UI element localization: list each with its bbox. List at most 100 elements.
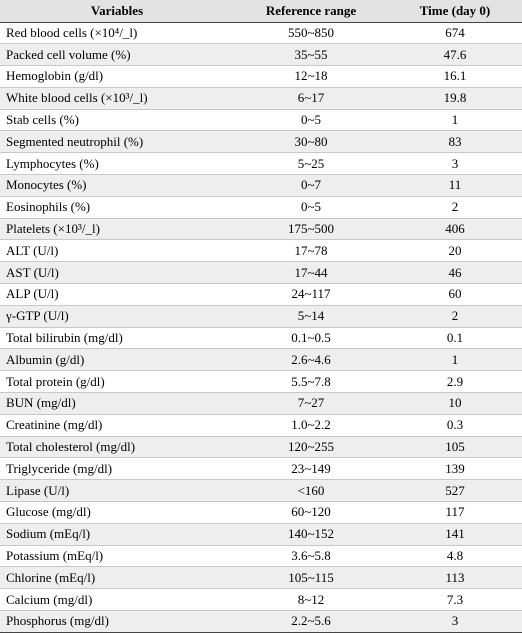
reference-range-cell: 0~7 bbox=[234, 174, 388, 197]
table-row: BUN (mg/dl) 7~27 10 bbox=[0, 392, 522, 415]
table-row: Sodium (mEq/l) 140~152 141 bbox=[0, 523, 522, 546]
day0-value-cell: 0.3 bbox=[388, 414, 522, 437]
variable-cell: Stab cells (%) bbox=[0, 109, 234, 132]
reference-range-cell: 2.6~4.6 bbox=[234, 348, 388, 372]
table-row: Glucose (mg/dl) 60~120 117 bbox=[0, 501, 522, 524]
header-reference-range: Reference range bbox=[234, 0, 388, 23]
day0-value-cell: 141 bbox=[388, 523, 522, 546]
reference-range-cell: 35~55 bbox=[234, 43, 388, 67]
day0-value-cell: 527 bbox=[388, 479, 522, 503]
variable-cell: Sodium (mEq/l) bbox=[0, 523, 234, 546]
day0-value-cell: 0.1 bbox=[388, 327, 522, 350]
table-row: Albumin (g/dl) 2.6~4.6 1 bbox=[0, 348, 522, 372]
table-row: Triglyceride (mg/dl) 23~149 139 bbox=[0, 457, 522, 481]
table-row: Lipase (U/l) <160 527 bbox=[0, 479, 522, 503]
day0-value-cell: 406 bbox=[388, 218, 522, 241]
table-body: Red blood cells (×10⁴/_l) 550~850 674 Packe… bbox=[0, 22, 522, 633]
reference-range-cell: 60~120 bbox=[234, 501, 388, 524]
table-row: Calcium (mg/dl) 8~12 7.3 bbox=[0, 588, 522, 612]
reference-range-cell: 0~5 bbox=[234, 196, 388, 219]
table-row: AST (U/l) 17~44 46 bbox=[0, 261, 522, 285]
day0-value-cell: 11 bbox=[388, 174, 522, 197]
variable-cell: Platelets (×10³/_l) bbox=[0, 218, 234, 241]
reference-range-cell: 550~850 bbox=[234, 22, 388, 45]
variable-cell: Hemoglobin (g/dl) bbox=[0, 65, 234, 88]
variable-cell: Packed cell volume (%) bbox=[0, 43, 234, 67]
day0-value-cell: 3 bbox=[388, 152, 522, 176]
reference-range-cell: 6~17 bbox=[234, 87, 388, 110]
reference-range-cell: 3.6~5.8 bbox=[234, 545, 388, 568]
day0-value-cell: 19.8 bbox=[388, 87, 522, 110]
variable-cell: Total bilirubin (mg/dl) bbox=[0, 327, 234, 350]
reference-range-cell: 5.5~7.8 bbox=[234, 370, 388, 394]
reference-range-cell: 24~117 bbox=[234, 283, 388, 306]
reference-range-cell: 17~44 bbox=[234, 261, 388, 285]
day0-value-cell: 113 bbox=[388, 566, 522, 590]
day0-value-cell: 1 bbox=[388, 109, 522, 132]
variable-cell: Segmented neutrophil (%) bbox=[0, 130, 234, 154]
day0-value-cell: 2 bbox=[388, 196, 522, 219]
variable-cell: Eosinophils (%) bbox=[0, 196, 234, 219]
variable-cell: White blood cells (×10³/_l) bbox=[0, 87, 234, 110]
table-row: Packed cell volume (%) 35~55 47.6 bbox=[0, 43, 522, 67]
table-row: Segmented neutrophil (%) 30~80 83 bbox=[0, 130, 522, 154]
variable-cell: ALT (U/l) bbox=[0, 239, 234, 263]
variable-cell: AST (U/l) bbox=[0, 261, 234, 285]
table-row: Eosinophils (%) 0~5 2 bbox=[0, 196, 522, 219]
variable-cell: Triglyceride (mg/dl) bbox=[0, 457, 234, 481]
reference-range-cell: 7~27 bbox=[234, 392, 388, 415]
reference-range-cell: 17~78 bbox=[234, 239, 388, 263]
table-row: ALP (U/l) 24~117 60 bbox=[0, 283, 522, 306]
variable-cell: Red blood cells (×10⁴/_l) bbox=[0, 22, 234, 45]
table-row: Total bilirubin (mg/dl) 0.1~0.5 0.1 bbox=[0, 327, 522, 350]
table-row: Hemoglobin (g/dl) 12~18 16.1 bbox=[0, 65, 522, 88]
reference-range-cell: 2.2~5.6 bbox=[234, 610, 388, 633]
header-row: Variables Reference range Time (day 0) bbox=[0, 0, 522, 23]
variable-cell: Albumin (g/dl) bbox=[0, 348, 234, 372]
table-row: γ-GTP (U/l) 5~14 2 bbox=[0, 305, 522, 328]
table-row: Total protein (g/dl) 5.5~7.8 2.9 bbox=[0, 370, 522, 394]
reference-range-cell: 0~5 bbox=[234, 109, 388, 132]
day0-value-cell: 60 bbox=[388, 283, 522, 306]
table-row: Total cholesterol (mg/dl) 120~255 105 bbox=[0, 436, 522, 459]
day0-value-cell: 1 bbox=[388, 348, 522, 372]
header-time-day-0: Time (day 0) bbox=[388, 0, 522, 23]
day0-value-cell: 105 bbox=[388, 436, 522, 459]
day0-value-cell: 10 bbox=[388, 392, 522, 415]
day0-value-cell: 2 bbox=[388, 305, 522, 328]
reference-range-cell: 8~12 bbox=[234, 588, 388, 612]
variable-cell: Total cholesterol (mg/dl) bbox=[0, 436, 234, 459]
table-row: Phosphorus (mg/dl) 2.2~5.6 3 bbox=[0, 610, 522, 633]
reference-range-cell: 175~500 bbox=[234, 218, 388, 241]
table-row: Chlorine (mEq/l) 105~115 113 bbox=[0, 566, 522, 590]
day0-value-cell: 4.8 bbox=[388, 545, 522, 568]
reference-range-cell: 105~115 bbox=[234, 566, 388, 590]
variable-cell: Potassium (mEq/l) bbox=[0, 545, 234, 568]
reference-range-cell: 12~18 bbox=[234, 65, 388, 88]
reference-range-cell: 1.0~2.2 bbox=[234, 414, 388, 437]
table-row: White blood cells (×10³/_l) 6~17 19.8 bbox=[0, 87, 522, 110]
table-row: Potassium (mEq/l) 3.6~5.8 4.8 bbox=[0, 545, 522, 568]
day0-value-cell: 20 bbox=[388, 239, 522, 263]
day0-value-cell: 47.6 bbox=[388, 43, 522, 67]
day0-value-cell: 16.1 bbox=[388, 65, 522, 88]
table-header: Variables Reference range Time (day 0) bbox=[0, 0, 522, 23]
reference-range-cell: 120~255 bbox=[234, 436, 388, 459]
reference-range-cell: 5~14 bbox=[234, 305, 388, 328]
variable-cell: Total protein (g/dl) bbox=[0, 370, 234, 394]
table-row: Platelets (×10³/_l) 175~500 406 bbox=[0, 218, 522, 241]
table-row: Red blood cells (×10⁴/_l) 550~850 674 bbox=[0, 22, 522, 45]
variable-cell: γ-GTP (U/l) bbox=[0, 305, 234, 328]
table-row: Creatinine (mg/dl) 1.0~2.2 0.3 bbox=[0, 414, 522, 437]
reference-range-cell: 140~152 bbox=[234, 523, 388, 546]
reference-range-cell: 5~25 bbox=[234, 152, 388, 176]
day0-value-cell: 7.3 bbox=[388, 588, 522, 612]
day0-value-cell: 83 bbox=[388, 130, 522, 154]
table-row: Lymphocytes (%) 5~25 3 bbox=[0, 152, 522, 176]
variable-cell: Monocytes (%) bbox=[0, 174, 234, 197]
day0-value-cell: 139 bbox=[388, 457, 522, 481]
reference-range-cell: 30~80 bbox=[234, 130, 388, 154]
table-row: Monocytes (%) 0~7 11 bbox=[0, 174, 522, 197]
variable-cell: Creatinine (mg/dl) bbox=[0, 414, 234, 437]
